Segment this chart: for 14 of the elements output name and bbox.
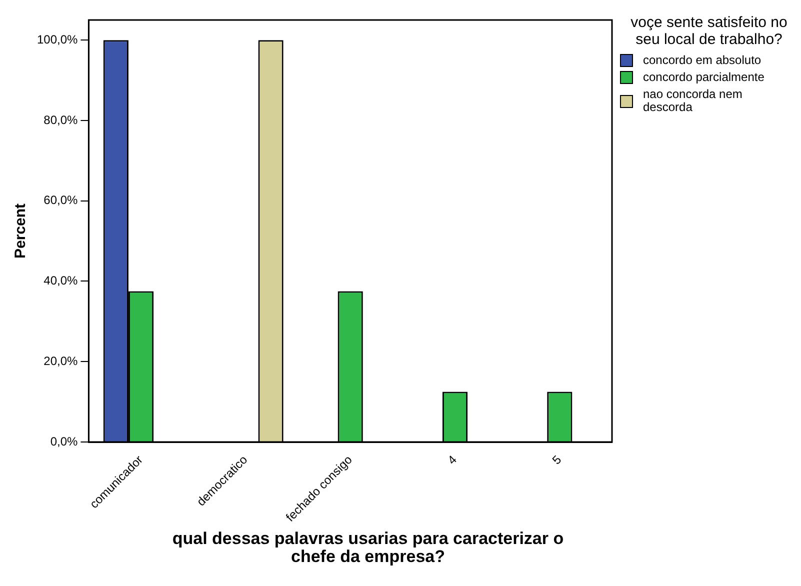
legend-label: concordo parcialmente (643, 70, 766, 84)
legend-label: nao concorda nem descorda (643, 87, 744, 114)
legend-label: concordo em absoluto (643, 53, 762, 67)
x-tick-label: 4 (444, 452, 460, 468)
x-tick-label: 5 (550, 452, 564, 468)
y-tick-label: 20,0% (44, 354, 78, 368)
y-tick-label: 0,0% (50, 434, 78, 448)
y-axis-title: Percent (12, 203, 30, 259)
x-axis-title: qual dessas palavras usarias para caracterizar o chefe da empresa? (171, 529, 565, 566)
y-tick-label: 60,0% (44, 193, 78, 208)
legend-title: voçe sente satisfeito no seu local de trabalho? (630, 14, 788, 48)
y-tick-label: 40,0% (44, 274, 78, 288)
y-tick-label: 100,0% (36, 32, 78, 46)
y-tick-label: 80,0% (44, 112, 78, 127)
